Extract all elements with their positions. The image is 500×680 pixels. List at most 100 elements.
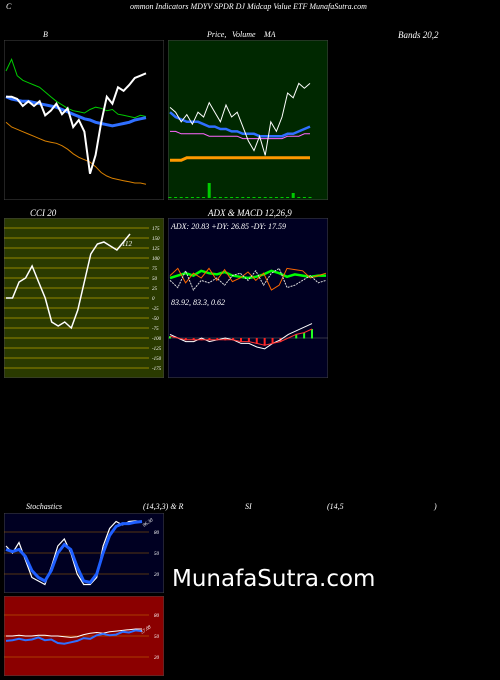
macd-hist-bar: [255, 338, 258, 344]
macd-hist-bar: [169, 336, 171, 339]
watermark: MunafaSutra.com: [172, 566, 376, 592]
volume-bar: [224, 197, 228, 198]
volume-bar: [190, 197, 194, 198]
adx-series-1: [169, 267, 327, 291]
rsi-close-label: ): [434, 502, 437, 511]
volume-bar: [202, 197, 206, 198]
price-series-1: [170, 130, 310, 140]
cci-tick-label: -25: [152, 307, 159, 312]
bollinger-label: B: [43, 30, 48, 39]
macd-hist-bar: [271, 338, 274, 344]
macd-hist-bar: [240, 338, 242, 343]
cci-tick-label: 100: [152, 257, 160, 262]
adx-macd-label: ADX & MACD 12,26,9: [208, 208, 292, 218]
volume-bar: [230, 197, 234, 198]
stoch-tick-label: 80: [154, 531, 160, 536]
adx-series-0: [169, 269, 326, 280]
rsi-tick-label: 20: [154, 656, 160, 661]
adx-macd-chart: ADX: 20.83 +DY: 26.85 -DY: 17.59 83.92, …: [168, 218, 328, 378]
volume-bar: [168, 197, 172, 198]
cci-tick-label: 0: [152, 297, 155, 302]
cci-tick-label: -175: [152, 367, 162, 372]
macd-series-1: [169, 328, 313, 346]
volume-bar: [207, 183, 211, 198]
bollinger-series-0: [5, 57, 147, 119]
bollinger-series-2: [5, 121, 147, 185]
cci-tick-label: 25: [152, 287, 158, 292]
cci-tick-label: 150: [152, 237, 160, 242]
bands-label: Bands 20,2: [398, 30, 439, 40]
cci-chart: 175 150 125 100 75 50 25 0 -25 -50 -75 -100 -125 -150…: [4, 218, 164, 378]
macd-hist-bar: [192, 338, 195, 341]
stoch-tick-label: 20: [154, 573, 160, 578]
volume-bar: [263, 197, 267, 198]
cci-tick-label: -150: [152, 357, 162, 362]
cci-tick-label: -100: [152, 337, 162, 342]
cci-label: CCI 20: [30, 208, 57, 218]
cci-tick-label: -75: [152, 327, 159, 332]
cci-tick-label: 50: [152, 277, 158, 282]
page-title: ommon Indicators MDYV SPDR DJ Midcap Val…: [130, 2, 367, 11]
volume-bar: [196, 197, 200, 198]
rsi-series-1: [5, 629, 143, 645]
price-series-2: [170, 156, 310, 162]
rsi-last-value: 57.08: [140, 625, 152, 636]
cci-tick-label: 125: [152, 247, 160, 252]
volume-bar: [274, 197, 278, 198]
stoch-last-value: 96.30: [142, 518, 154, 529]
si-label: SI: [245, 502, 252, 511]
volume-bar: [280, 197, 284, 198]
macd-hist-bar: [232, 338, 235, 341]
bollinger-series-3: [6, 72, 147, 174]
volume-bar: [252, 197, 256, 198]
volume-bar: [174, 197, 178, 198]
cci-tick-label: -125: [152, 347, 162, 352]
macd-values: 83.92, 83.3, 0.62: [171, 298, 225, 307]
macd-hist-bar: [263, 338, 266, 346]
macd-hist-bar: [247, 338, 250, 343]
macd-hist-bar: [311, 329, 313, 339]
stoch-series-1: [5, 520, 143, 585]
adx-series-2: [169, 267, 327, 291]
volume-bar: [235, 197, 239, 198]
volume-bar: [302, 197, 306, 198]
rsi-params-label: (14,5: [327, 502, 344, 511]
volume-bar: [258, 197, 262, 198]
macd-series-0: [169, 323, 313, 350]
volume-bar: [246, 197, 250, 198]
ma-label: MA: [264, 30, 276, 39]
macd-hist-bar: [216, 338, 219, 341]
cci-tick-label: 175: [152, 227, 160, 232]
macd-hist-bar: [295, 334, 298, 339]
volume-bar: [291, 193, 295, 198]
cci-line: [6, 233, 131, 330]
volume-bar: [297, 197, 301, 198]
volume-label: Volume: [232, 30, 256, 39]
volume-bar: [179, 197, 183, 198]
volume-bar: [308, 197, 312, 198]
bollinger-chart: [4, 40, 164, 200]
volume-bar: [213, 197, 217, 198]
price-volume-ma-chart: [168, 40, 328, 200]
rsi-series-0: [6, 628, 142, 638]
stoch-series-0: [5, 520, 143, 586]
stoch-params-label: (14,3,3) & R: [143, 502, 184, 511]
rsi-tick-label: 50: [154, 635, 160, 640]
macd-hist-bar: [303, 332, 306, 339]
macd-hist-bar: [184, 338, 187, 341]
header-c-letter: C: [6, 2, 12, 11]
stochastics-chart: 80 50 20 96.30: [4, 513, 164, 593]
macd-hist-bar: [200, 338, 203, 341]
rsi-tick-label: 80: [154, 614, 160, 619]
volume-bar: [185, 197, 189, 198]
cci-tick-label: -50: [152, 317, 159, 322]
price-label: Price,: [207, 30, 227, 39]
stochastics-label: Stochastics: [26, 502, 62, 511]
macd-hist-bar: [224, 338, 227, 341]
adx-values: ADX: 20.83 +DY: 26.85 -DY: 17.59: [170, 222, 286, 231]
rsi-chart: 80 50 20 57.08: [4, 596, 164, 676]
volume-bar: [241, 197, 245, 198]
volume-bar: [218, 197, 222, 198]
cci-last-value: 112: [122, 240, 132, 248]
price-series-3: [169, 82, 311, 156]
